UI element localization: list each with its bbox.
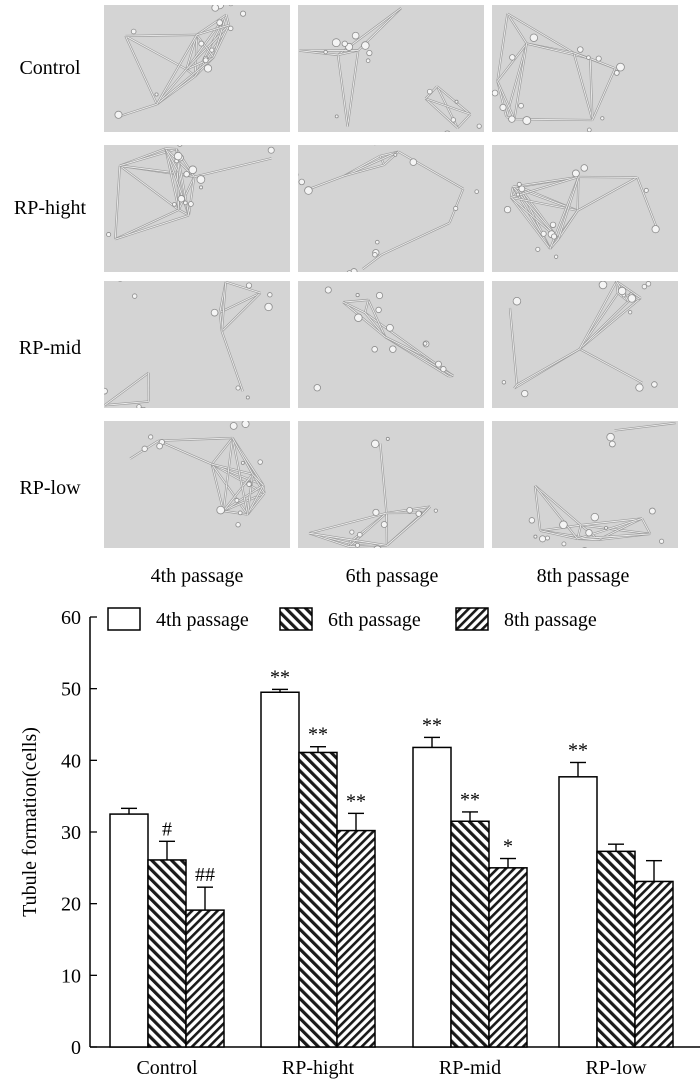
bar [147, 859, 187, 1048]
micrograph-control-6th [298, 5, 484, 132]
x-tick-label: RP-hight [282, 1057, 355, 1079]
row-label-control: Control [19, 57, 81, 79]
bar [260, 691, 300, 1048]
y-tick-label: 10 [61, 965, 81, 987]
micrograph-rp-mid-4th [104, 281, 290, 408]
y-tick-label: 20 [61, 894, 81, 916]
bar [298, 751, 338, 1048]
significance-mark: ## [195, 864, 215, 886]
bar [412, 746, 452, 1048]
bar [109, 813, 149, 1048]
micrograph-rp-hight-4th [104, 145, 290, 272]
significance-mark: ** [308, 724, 328, 746]
legend-swatch [107, 607, 141, 631]
bar [336, 829, 376, 1048]
y-tick-label: 50 [61, 679, 81, 701]
legend-label: 4th passage [156, 609, 249, 631]
micrograph-rp-low-6th [298, 421, 484, 548]
micrograph-rp-hight-8th [492, 145, 678, 272]
column-label-6th-passage: 6th passage [345, 565, 439, 587]
micrograph-rp-hight-6th [298, 145, 484, 272]
column-label-8th-passage: 8th passage [536, 565, 630, 587]
significance-mark: ** [270, 666, 290, 688]
micrograph-rp-mid-8th [492, 281, 678, 408]
row-label-rp-low: RP-low [19, 477, 81, 499]
significance-mark: ** [346, 790, 366, 812]
micrograph-rp-low-8th [492, 421, 678, 548]
x-tick-label: RP-low [585, 1057, 647, 1079]
row-label-rp-mid: RP-mid [18, 337, 82, 359]
x-tick-label: Control [136, 1057, 198, 1079]
x-tick-label: RP-mid [439, 1057, 501, 1079]
y-tick-label: 30 [61, 822, 81, 844]
bar [558, 776, 598, 1048]
y-axis-label: Tubule formation(cells) [19, 727, 41, 917]
legend-label: 6th passage [328, 609, 421, 631]
bar [488, 867, 528, 1048]
tubule-formation-chart: 0 10 20 30 40 50 60 Control RP-hight RP-mid RP-low… [0, 592, 700, 1079]
legend-label: 8th passage [504, 609, 597, 631]
bar [596, 850, 636, 1048]
significance-mark: ** [460, 789, 480, 811]
micrograph-grid: Control RP-hight RP-mid RP-low 4th passa… [13, 5, 678, 587]
bar [634, 880, 674, 1048]
micrograph-control-8th [492, 5, 678, 132]
bar [450, 820, 490, 1048]
significance-mark: ** [422, 714, 442, 736]
micrograph-rp-low-4th [104, 421, 290, 548]
bar [185, 909, 225, 1048]
column-label-4th-passage: 4th passage [150, 565, 244, 587]
legend-swatch [279, 607, 313, 631]
row-label-rp-hight: RP-hight [13, 197, 87, 219]
legend-swatch [455, 607, 489, 631]
micrograph-control-4th [104, 5, 290, 132]
y-tick-label: 40 [61, 750, 81, 772]
significance-mark: ** [568, 739, 588, 761]
y-tick-label: 60 [61, 607, 81, 629]
micrograph-rp-mid-6th [298, 281, 484, 408]
y-tick-label: 0 [71, 1037, 81, 1059]
significance-mark: # [162, 818, 172, 840]
significance-mark: * [503, 836, 513, 858]
